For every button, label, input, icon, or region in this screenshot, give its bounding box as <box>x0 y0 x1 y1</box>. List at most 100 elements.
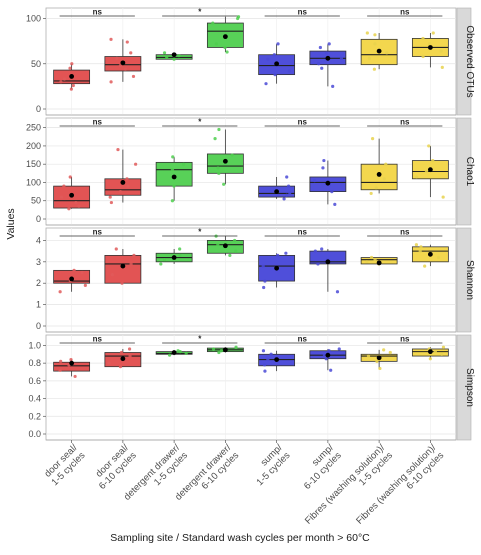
panel-chao1: 0 50 100 150 200 250 Chao1 ns * ns ns <box>26 118 475 226</box>
data-point <box>261 349 266 353</box>
data-point <box>322 353 327 357</box>
data-point <box>264 82 268 86</box>
data-point <box>329 368 333 372</box>
data-point <box>177 54 181 58</box>
data-point <box>324 357 328 361</box>
data-point <box>414 175 419 179</box>
mean-point <box>171 350 177 355</box>
mean-point <box>120 180 126 185</box>
data-point <box>62 184 66 188</box>
data-point <box>428 357 432 361</box>
data-point <box>367 56 372 60</box>
data-point <box>162 258 167 262</box>
mean-point <box>120 263 126 269</box>
mean-point <box>171 52 177 58</box>
mean-point <box>376 172 382 177</box>
data-point <box>441 345 446 349</box>
y-tick-label: 2 <box>36 278 41 288</box>
panel-observed-otus: 0 50 100 Observed OTUs ns * ns ns <box>26 8 475 116</box>
y-tick-label: 100 <box>26 14 41 24</box>
y-tick-label: 150 <box>26 159 41 169</box>
mean-point <box>222 347 228 353</box>
x-tick-label: sump/1-5 cycles <box>247 442 293 488</box>
data-point <box>339 56 344 60</box>
y-tick-label: 3 <box>36 257 41 267</box>
data-point <box>234 345 238 349</box>
data-point <box>214 42 218 46</box>
data-point <box>120 281 124 285</box>
mean-point <box>274 357 280 362</box>
mean-point <box>325 352 331 358</box>
mean-point <box>69 192 75 198</box>
data-point <box>286 184 291 188</box>
data-point <box>131 74 136 79</box>
y-tick-label: 50 <box>31 59 41 69</box>
data-point <box>178 247 182 251</box>
mean-point <box>120 356 126 362</box>
mean-point <box>274 61 280 67</box>
y-tick-label: 0 <box>36 214 41 224</box>
data-point <box>365 260 369 264</box>
data-point <box>68 66 72 70</box>
data-point <box>269 352 273 356</box>
data-point <box>373 33 377 37</box>
comparison-label: ns <box>93 8 103 17</box>
data-point <box>223 45 227 50</box>
y-tick-label: 0 <box>36 104 41 114</box>
data-point <box>125 40 129 44</box>
data-point <box>272 53 276 57</box>
data-point <box>59 195 64 199</box>
mean-point <box>274 189 280 194</box>
x-tick-label: door seal/1-5 cycles <box>42 442 88 488</box>
y-tick-label: 0.6 <box>28 376 41 386</box>
data-point <box>62 77 67 81</box>
comparison-label: ns <box>400 8 410 17</box>
mean-point <box>222 158 228 164</box>
comparison-label: ns <box>93 228 103 237</box>
data-point <box>327 349 331 353</box>
data-point <box>225 50 229 54</box>
comparison-label: ns <box>298 335 308 344</box>
data-point <box>427 144 431 148</box>
mean-point <box>376 355 382 361</box>
data-point <box>282 197 286 201</box>
data-point <box>134 162 138 166</box>
facet-strip <box>456 7 472 116</box>
data-point <box>440 65 444 69</box>
data-point <box>273 73 277 77</box>
data-point <box>312 179 317 183</box>
panel-frame <box>45 334 457 441</box>
data-point <box>216 243 220 247</box>
mean-point <box>376 260 382 266</box>
y-tick-label: 4 <box>36 235 41 245</box>
data-point <box>70 62 74 66</box>
panel-simpson: 0.0 0.2 0.4 0.6 0.8 1.0 Simpson ns * ns ns <box>28 335 475 441</box>
y-tick-label: 50 <box>31 196 41 206</box>
data-point <box>330 189 334 194</box>
data-point <box>263 369 267 373</box>
data-point <box>374 186 378 190</box>
facet-strip <box>456 117 472 226</box>
data-point <box>365 31 369 35</box>
data-point <box>74 200 78 205</box>
data-point <box>337 347 341 351</box>
data-point <box>72 268 76 272</box>
data-point <box>228 253 232 257</box>
data-point <box>333 202 337 206</box>
data-point <box>172 184 176 188</box>
mean-point <box>222 34 228 40</box>
data-point <box>288 191 292 195</box>
data-point <box>327 42 331 46</box>
data-point <box>170 199 174 203</box>
box <box>155 161 193 187</box>
mean-point <box>171 174 177 180</box>
facet-label: Simpson <box>464 368 475 407</box>
data-point <box>317 62 321 66</box>
data-point <box>419 245 423 249</box>
data-point <box>261 264 265 268</box>
data-point <box>69 87 73 91</box>
comparison-label: * <box>198 118 202 127</box>
facet-label: Chao1 <box>464 157 475 187</box>
